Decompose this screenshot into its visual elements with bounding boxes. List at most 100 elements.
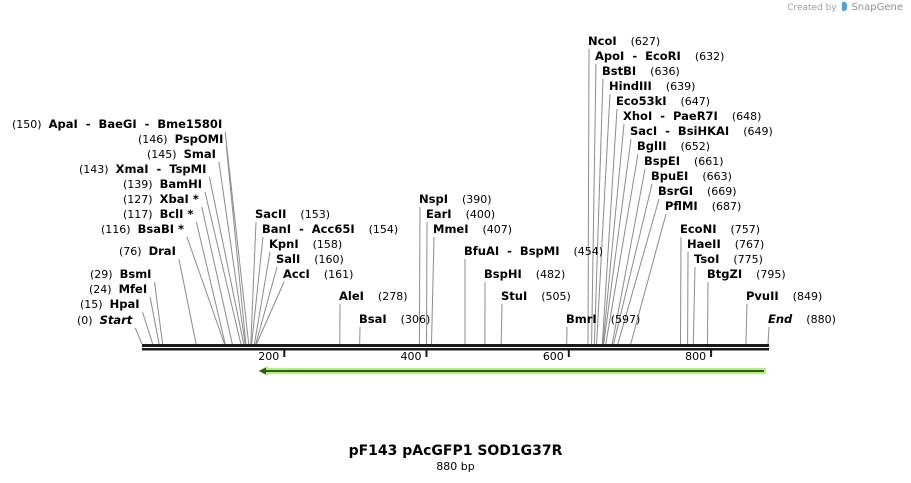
site-label[interactable]: (145) SmaI bbox=[147, 148, 216, 162]
site-label[interactable]: BspEI (661) bbox=[644, 155, 724, 169]
site-label[interactable]: NspI (390) bbox=[419, 192, 492, 207]
site-leader-line bbox=[178, 258, 197, 345]
site-label[interactable]: (15) HpaI bbox=[80, 298, 140, 312]
axis-tick-label: 200 bbox=[258, 350, 280, 363]
site-label[interactable]: BmrI (597) bbox=[566, 313, 640, 327]
site-label[interactable]: (29) BsmI bbox=[90, 268, 151, 282]
site-label[interactable]: (143) XmaI - TspMI bbox=[79, 162, 207, 177]
site-position: (400) bbox=[465, 208, 496, 221]
site-label[interactable]: BspHI (482) bbox=[484, 268, 565, 282]
site-leader-line bbox=[630, 213, 667, 345]
site-name: BamHI bbox=[159, 177, 203, 191]
site-label[interactable]: (76) DraI bbox=[119, 245, 176, 259]
site-label[interactable]: (116) BsaBI * bbox=[101, 222, 185, 237]
site-label[interactable]: BsaI (306) bbox=[359, 313, 431, 327]
feature-arrow[interactable] bbox=[258, 366, 766, 376]
site-label[interactable]: EcoNI (757) bbox=[680, 223, 760, 237]
site-position: (139) bbox=[123, 178, 153, 191]
site-position: (24) bbox=[89, 283, 112, 296]
site-leader-line bbox=[603, 138, 632, 345]
site-name: AleI bbox=[339, 289, 364, 303]
site-label[interactable]: SalI (160) bbox=[276, 252, 344, 267]
site-label[interactable]: (139) BamHI bbox=[123, 177, 203, 192]
site-label[interactable]: Eco53kI (647) bbox=[616, 95, 710, 109]
site-position: (632) bbox=[694, 50, 725, 63]
site-name: PspOMI bbox=[174, 132, 224, 146]
site-label[interactable]: SacI - BsiHKAI (649) bbox=[630, 125, 773, 139]
site-name: StuI bbox=[501, 289, 528, 303]
site-name: HaeII bbox=[687, 237, 721, 251]
credit-brand: SnapGene bbox=[851, 2, 903, 13]
site-position: (161) bbox=[323, 268, 354, 281]
site-label[interactable]: (24) MfeI bbox=[89, 283, 147, 297]
site-position: (150) bbox=[12, 118, 42, 131]
site-label[interactable]: BanI - Acc65I (154) bbox=[262, 223, 399, 237]
site-label[interactable]: TsoI (775) bbox=[694, 253, 763, 267]
site-label[interactable]: ApoI - EcoRI (632) bbox=[595, 49, 725, 64]
site-leader-line bbox=[142, 311, 154, 345]
site-label[interactable]: NcoI (627) bbox=[588, 35, 661, 49]
site-label[interactable]: BglII (652) bbox=[637, 140, 711, 154]
site-label[interactable]: AleI (278) bbox=[339, 289, 408, 304]
site-name: PvuII bbox=[746, 289, 779, 303]
site-label[interactable]: BtgZI (795) bbox=[707, 268, 786, 282]
site-label[interactable]: AccI (161) bbox=[283, 268, 354, 282]
site-label[interactable]: BstBI (636) bbox=[602, 65, 680, 79]
site-leader-line bbox=[680, 236, 682, 345]
site-position: (652) bbox=[680, 140, 711, 153]
site-name: BsrGI bbox=[658, 184, 693, 198]
site-leader-line bbox=[591, 63, 597, 345]
site-position: (627) bbox=[630, 35, 661, 48]
site-label[interactable]: (150) ApaI - BaeGI - Bme1580I bbox=[12, 118, 222, 132]
site-leader-line bbox=[253, 251, 271, 345]
site-label[interactable]: End (880) bbox=[768, 313, 836, 327]
site-leader-line bbox=[134, 327, 143, 345]
site-label[interactable]: PflMI (687) bbox=[665, 199, 741, 214]
site-position: (639) bbox=[665, 80, 696, 93]
site-label[interactable]: PvuII (849) bbox=[746, 289, 823, 304]
site-label[interactable]: (146) PspOMI bbox=[138, 132, 224, 147]
site-leader-line bbox=[500, 303, 503, 345]
site-label[interactable]: HaeII (767) bbox=[687, 237, 765, 252]
site-position: (849) bbox=[792, 290, 823, 303]
site-leader-line bbox=[587, 48, 590, 345]
site-label[interactable]: HindIII (639) bbox=[609, 80, 696, 94]
site-name: BsaBI * bbox=[137, 222, 185, 236]
site-leader-line bbox=[617, 198, 660, 345]
site-label[interactable]: KpnI (158) bbox=[269, 237, 342, 252]
site-label[interactable]: MmeI (407) bbox=[433, 223, 512, 237]
site-label[interactable]: StuI (505) bbox=[501, 289, 571, 304]
site-name: PflMI bbox=[665, 199, 698, 213]
site-leader-line bbox=[745, 303, 748, 345]
site-position: (145) bbox=[147, 148, 177, 161]
axis-tick bbox=[567, 350, 570, 357]
site-position: (146) bbox=[138, 133, 168, 146]
site-label[interactable]: EarI (400) bbox=[426, 208, 496, 222]
site-label[interactable]: SacII (153) bbox=[255, 207, 330, 222]
site-label[interactable]: BpuEI (663) bbox=[651, 170, 732, 184]
site-position: (154) bbox=[368, 223, 399, 236]
map-length: 880 bp bbox=[436, 460, 475, 473]
site-label[interactable]: BfuAI - BspMI (454) bbox=[464, 245, 603, 259]
site-label[interactable]: (0) Start bbox=[77, 314, 132, 328]
site-label[interactable]: XhoI - PaeR7I (648) bbox=[623, 110, 761, 124]
site-label[interactable]: (117) BclI * bbox=[123, 208, 193, 222]
backbone-top-strand bbox=[142, 344, 769, 347]
site-position: (661) bbox=[693, 155, 724, 168]
site-label[interactable]: (127) XbaI * bbox=[123, 193, 199, 207]
site-leader-line bbox=[418, 206, 421, 345]
site-name: XmaI - TspMI bbox=[115, 162, 207, 176]
site-leader-line bbox=[250, 221, 257, 345]
site-position: (306) bbox=[400, 313, 431, 326]
site-name: ApoI - EcoRI bbox=[595, 49, 681, 63]
site-name: KpnI bbox=[269, 237, 299, 251]
site-leader-line bbox=[426, 221, 428, 345]
site-name: NspI bbox=[419, 192, 448, 206]
site-leader-line bbox=[218, 161, 246, 345]
site-position: (767) bbox=[734, 238, 765, 251]
site-label[interactable]: BsrGI (669) bbox=[658, 184, 737, 199]
site-name: SalI bbox=[276, 252, 301, 266]
site-leader-line bbox=[593, 78, 604, 345]
site-name: SacII bbox=[255, 207, 287, 221]
site-position: (143) bbox=[79, 163, 109, 176]
